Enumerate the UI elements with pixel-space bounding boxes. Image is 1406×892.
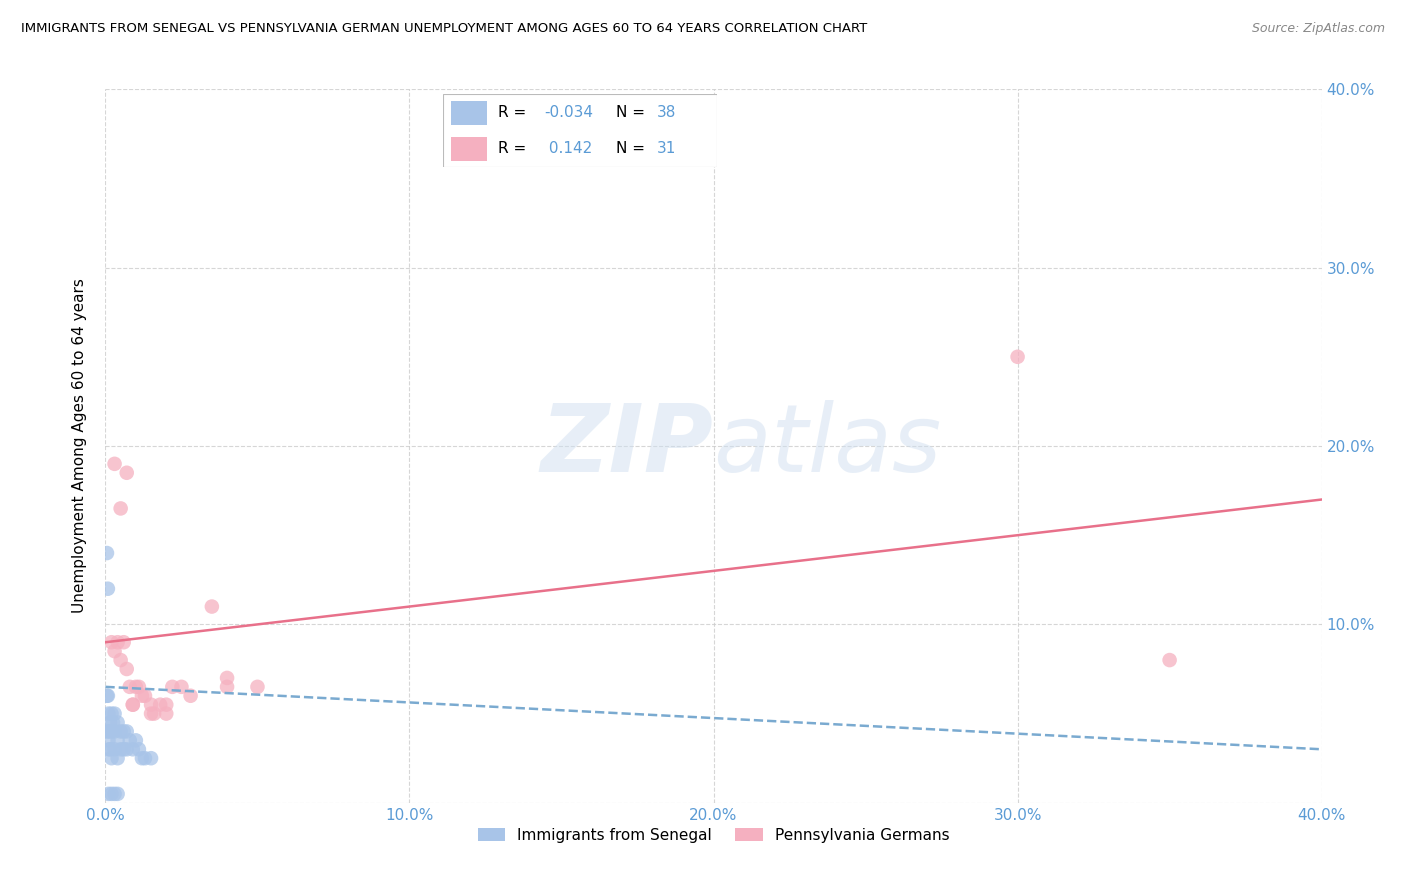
Point [118, 680, 141, 694]
Point [201, 599, 224, 614]
Point [115, 662, 138, 676]
Text: R =: R = [498, 141, 531, 156]
Point [97, 689, 120, 703]
Point [128, 742, 150, 756]
Point [97, 733, 120, 747]
Point [96, 724, 118, 739]
Point [131, 751, 153, 765]
Y-axis label: Unemployment Among Ages 60 to 64 years: Unemployment Among Ages 60 to 64 years [72, 278, 87, 614]
Point [110, 653, 132, 667]
Point [98, 715, 121, 730]
Point [112, 724, 135, 739]
Text: N =: N = [616, 105, 650, 120]
Point [125, 680, 148, 694]
Text: -0.034: -0.034 [544, 105, 593, 120]
Point [134, 751, 156, 765]
Point [100, 635, 122, 649]
Point [118, 733, 141, 747]
Point [131, 689, 153, 703]
Text: 31: 31 [657, 141, 676, 156]
Legend: Immigrants from Senegal, Pennsylvania Germans: Immigrants from Senegal, Pennsylvania Ge… [471, 822, 956, 848]
Point [100, 787, 122, 801]
Point [162, 680, 184, 694]
Point [103, 457, 125, 471]
Point [149, 698, 172, 712]
Point [100, 724, 122, 739]
Point [139, 706, 162, 721]
Point [1007, 350, 1029, 364]
Point [107, 787, 129, 801]
Point [112, 742, 135, 756]
Text: Source: ZipAtlas.com: Source: ZipAtlas.com [1251, 22, 1385, 36]
Point [97, 582, 120, 596]
Point [217, 680, 239, 694]
Point [97, 787, 120, 801]
Point [107, 751, 129, 765]
Point [1159, 653, 1181, 667]
Point [103, 644, 125, 658]
Point [107, 715, 129, 730]
Point [155, 698, 177, 712]
Text: R =: R = [498, 105, 531, 120]
Point [112, 635, 135, 649]
Point [139, 698, 162, 712]
Point [217, 671, 239, 685]
Text: 38: 38 [657, 105, 676, 120]
Point [103, 724, 125, 739]
Point [115, 724, 138, 739]
Point [107, 733, 129, 747]
Point [180, 689, 202, 703]
Point [98, 724, 121, 739]
Point [103, 742, 125, 756]
Point [96, 546, 118, 560]
Point [98, 742, 121, 756]
Point [170, 680, 193, 694]
Text: 0.142: 0.142 [544, 141, 592, 156]
Point [107, 635, 129, 649]
Point [121, 698, 143, 712]
Point [134, 689, 156, 703]
Point [139, 751, 162, 765]
Point [128, 680, 150, 694]
Point [96, 689, 118, 703]
Point [98, 742, 121, 756]
Point [100, 706, 122, 721]
Point [115, 742, 138, 756]
Text: IMMIGRANTS FROM SENEGAL VS PENNSYLVANIA GERMAN UNEMPLOYMENT AMONG AGES 60 TO 64 : IMMIGRANTS FROM SENEGAL VS PENNSYLVANIA … [21, 22, 868, 36]
Text: ZIP: ZIP [541, 400, 713, 492]
FancyBboxPatch shape [451, 136, 486, 161]
Point [100, 751, 122, 765]
Point [110, 724, 132, 739]
FancyBboxPatch shape [451, 101, 486, 125]
Text: atlas: atlas [713, 401, 942, 491]
Point [103, 706, 125, 721]
Point [125, 733, 148, 747]
Point [110, 501, 132, 516]
Point [115, 466, 138, 480]
Point [101, 715, 124, 730]
Point [246, 680, 269, 694]
Point [121, 698, 143, 712]
Point [143, 706, 166, 721]
Point [110, 742, 132, 756]
Point [121, 742, 143, 756]
Text: N =: N = [616, 141, 650, 156]
Point [103, 787, 125, 801]
Point [97, 706, 120, 721]
Point [155, 706, 177, 721]
